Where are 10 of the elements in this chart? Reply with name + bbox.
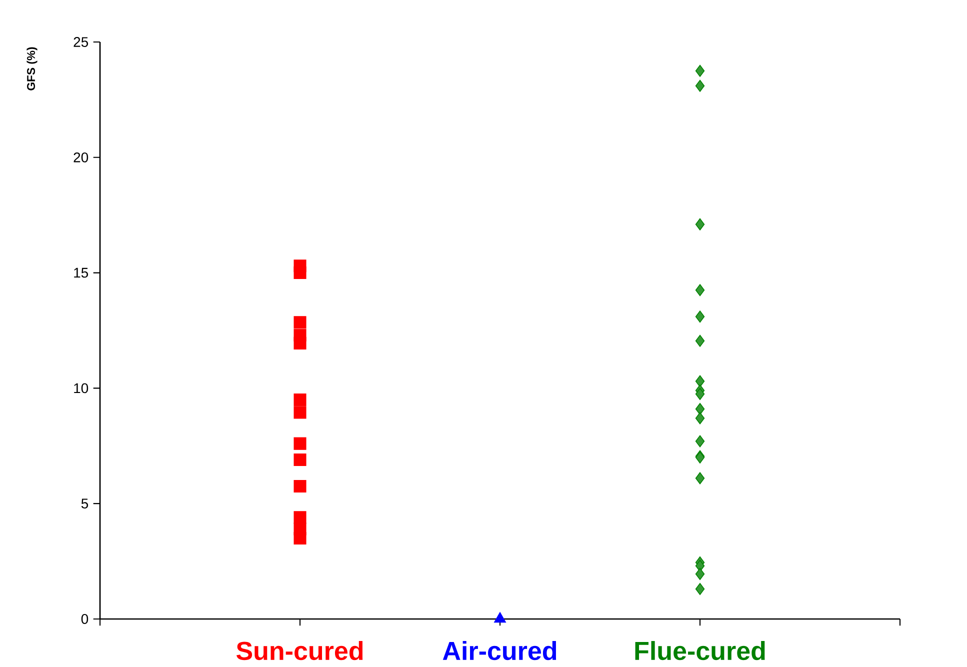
y-tick-label: 15 — [74, 268, 88, 278]
y-tick-label: 25 — [74, 37, 88, 47]
y-tick-label: 20 — [74, 152, 88, 162]
x-tick-label: Air-cured — [442, 641, 556, 660]
y-tick-label: 10 — [74, 383, 88, 394]
y-tick-label: 0 — [81, 614, 88, 624]
x-tick-label: Flue-cured — [635, 641, 765, 660]
y-tick-label: 5 — [81, 498, 88, 508]
y-axis-title: GFS (%) — [26, 47, 38, 90]
x-tick-label: Sun-cured — [236, 641, 363, 660]
